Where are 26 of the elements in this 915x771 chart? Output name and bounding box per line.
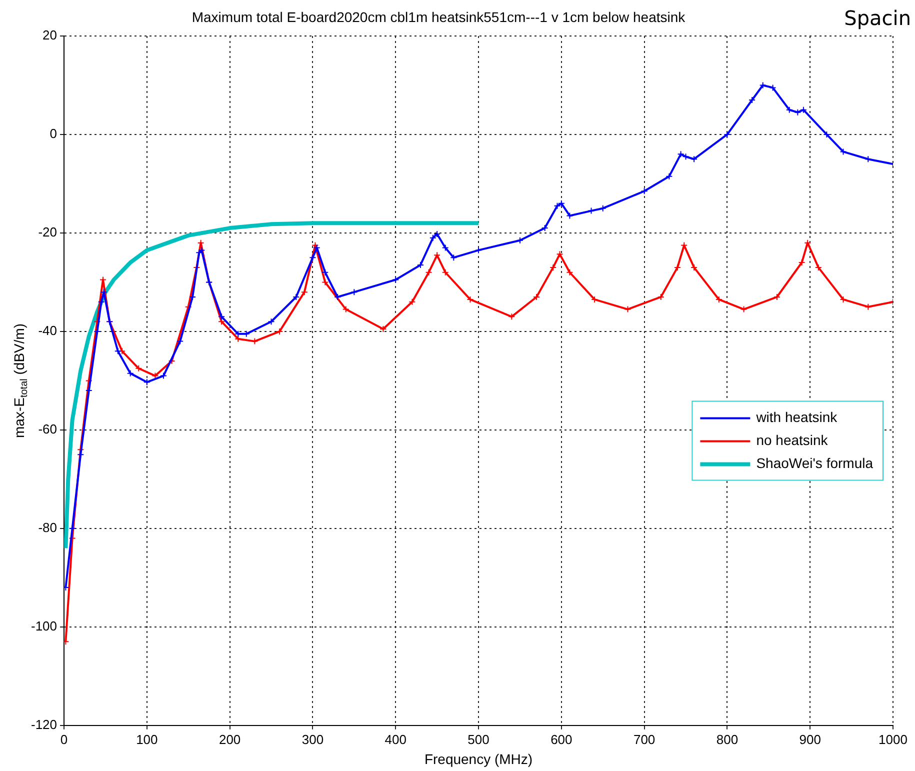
y-tick-label: -100 <box>30 618 58 634</box>
text: Spacin <box>844 6 911 30</box>
x-tick-label: 500 <box>468 732 490 747</box>
y-tick-label: -60 <box>38 422 58 437</box>
x-tick-label: 800 <box>716 732 738 747</box>
y-tick-label: 0 <box>50 126 58 142</box>
y-tick-label: -80 <box>38 520 58 536</box>
legend-label: ShaoWei's formula <box>756 455 874 472</box>
x-tick-label: 1000 <box>878 732 908 747</box>
y-tick-label: 20 <box>42 28 58 43</box>
chart-title: Maximum total E-board2020cm cbl1m heatsink551cm---1 v 1cm below heatsink <box>192 8 686 25</box>
legend-label: with heatsink <box>755 409 838 426</box>
x-tick-label: 300 <box>302 732 324 747</box>
x-tick-label: 600 <box>550 732 572 747</box>
x-tick-label: 400 <box>384 732 406 747</box>
x-axis-title: Frequency (MHz) <box>424 750 533 767</box>
y-tick-label: -20 <box>38 224 58 240</box>
y-tick-label: -40 <box>38 323 58 338</box>
x-tick-label: 0 <box>60 732 68 747</box>
y-axis-title: max-Etotal (dBV/m) <box>10 323 30 438</box>
y-tick-label: -120 <box>30 716 58 732</box>
legend-label: no heatsink <box>756 432 829 448</box>
x-tick-label: 200 <box>218 732 241 747</box>
x-tick-label: 900 <box>799 732 821 747</box>
x-tick-label: 100 <box>136 732 158 747</box>
x-tick-label: 700 <box>633 732 656 747</box>
